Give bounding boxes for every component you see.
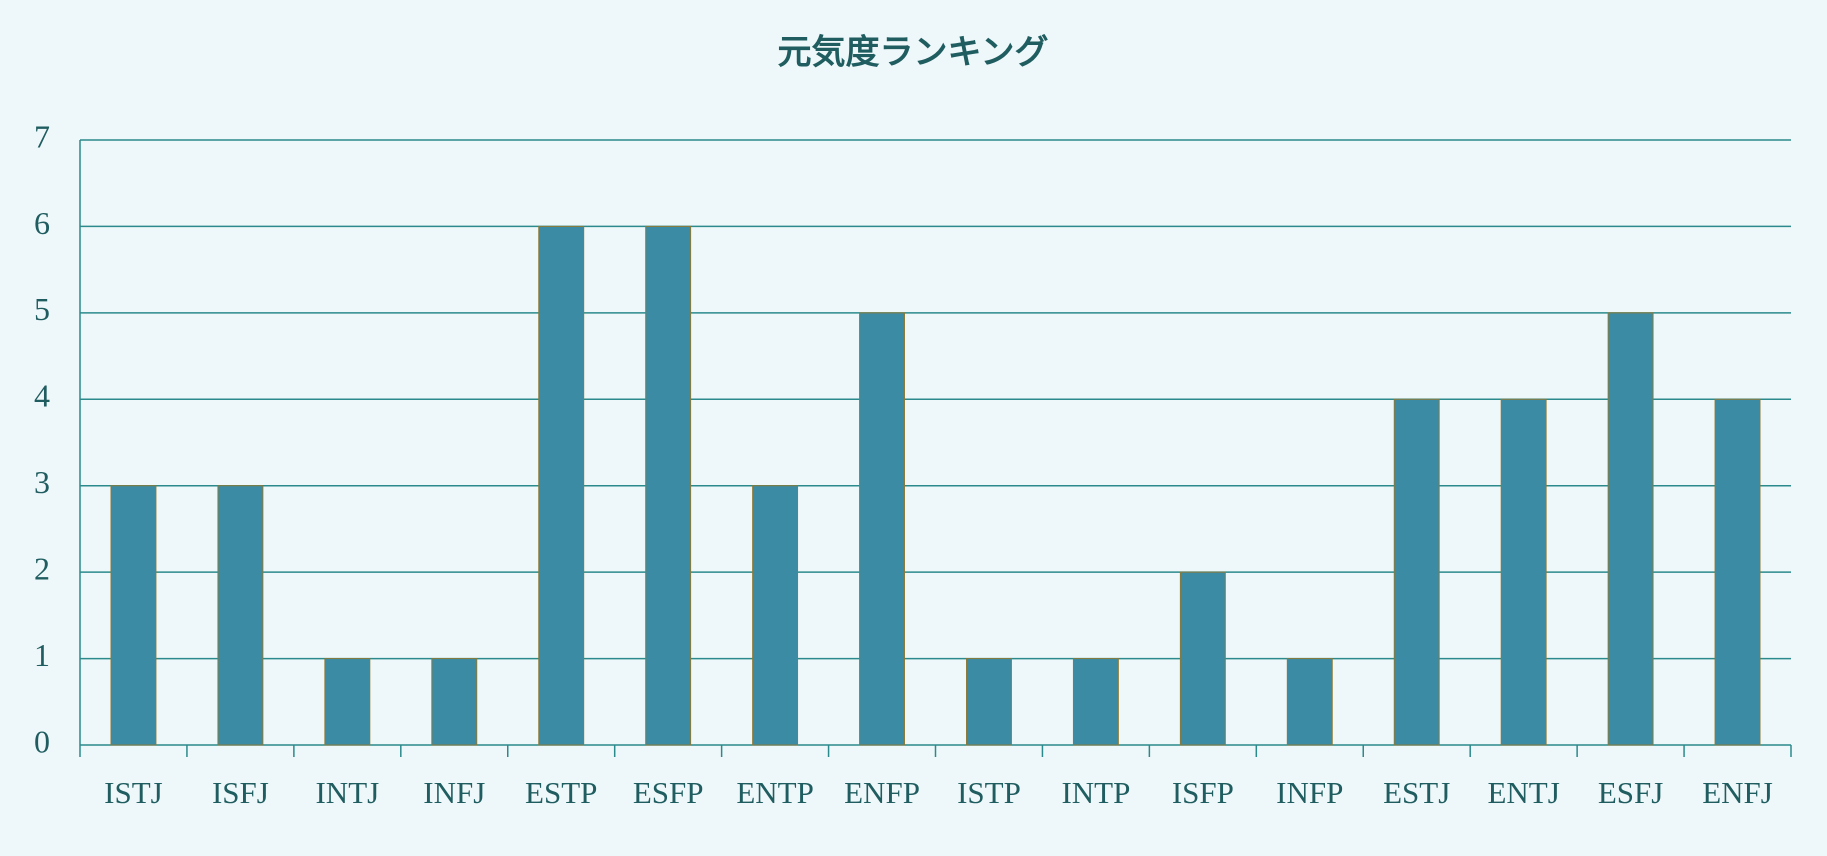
x-tick-label: ENFP (844, 775, 920, 810)
x-tick-label: ISTP (957, 775, 1021, 810)
x-tick-label: ENTP (736, 775, 814, 810)
x-tick-label: INTP (1061, 775, 1130, 810)
bar (1072, 658, 1119, 746)
y-tick-label: 5 (34, 291, 50, 327)
x-tick-label: ESTP (525, 775, 597, 810)
bar (538, 225, 585, 746)
y-tick-label: 2 (34, 550, 50, 586)
bar (324, 658, 371, 746)
bar (1607, 312, 1654, 746)
y-tick-label: 4 (34, 378, 50, 414)
x-tick-label: ESFP (633, 775, 704, 810)
x-tick-label: ISTJ (104, 775, 163, 810)
x-tick-label: ESFJ (1598, 775, 1663, 810)
y-tick-label: 3 (34, 464, 50, 500)
x-tick-label: ENTJ (1487, 775, 1559, 810)
y-tick-label: 7 (34, 118, 50, 154)
bar (431, 658, 478, 746)
bar (859, 312, 905, 746)
bar (1393, 398, 1440, 746)
y-tick-label: 1 (34, 637, 50, 673)
bar (645, 225, 692, 746)
y-tick-label: 0 (34, 723, 50, 759)
x-tick-label: INFP (1276, 775, 1343, 810)
bar (1714, 398, 1761, 746)
chart-title: 元気度ランキング (778, 33, 1049, 73)
bar (217, 485, 264, 746)
bar (1500, 398, 1547, 746)
x-tick-label: ENFJ (1702, 775, 1773, 810)
x-tick-label: INFJ (423, 775, 485, 810)
x-tick-label: ESTJ (1383, 775, 1450, 810)
bar (110, 485, 157, 746)
bar (1286, 658, 1333, 746)
bar (966, 658, 1012, 746)
x-tick-label: ISFP (1172, 775, 1234, 810)
bar (1179, 571, 1226, 746)
x-tick-label: ISFJ (212, 775, 269, 810)
bar (752, 485, 799, 746)
x-tick-label: INTJ (315, 775, 379, 810)
y-tick-label: 6 (34, 205, 50, 241)
